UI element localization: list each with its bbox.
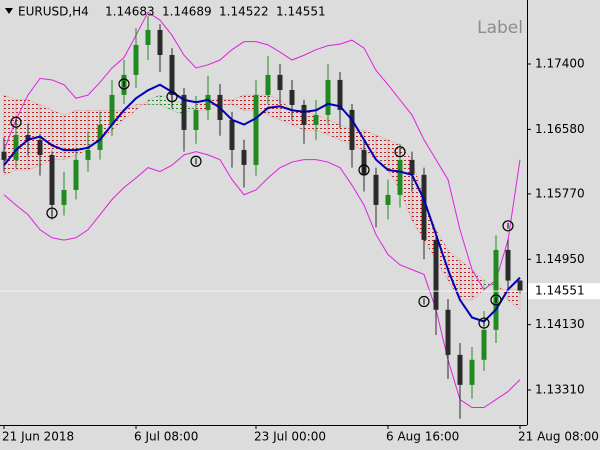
header-open: 1.14683 [105, 5, 155, 19]
candle-body [457, 354, 463, 385]
price-tag-label: 1.14551 [535, 284, 585, 298]
fractal-marker [394, 146, 406, 158]
fractal-marker [358, 164, 370, 176]
fractal-marker [118, 78, 130, 90]
candle-body [169, 54, 175, 95]
plot-area [0, 11, 527, 419]
candle-body [445, 309, 451, 355]
fractal-marker [10, 116, 22, 128]
candle-body [505, 249, 511, 281]
candle-body [265, 74, 271, 95]
header-low: 1.14522 [219, 5, 269, 19]
candle-body [253, 94, 259, 165]
candle-body [325, 79, 331, 115]
candle-body [241, 149, 247, 165]
price-tag [528, 283, 600, 300]
candle-body [397, 159, 403, 195]
candle-body [373, 174, 379, 205]
y-tick-label: 1.17400 [535, 57, 585, 71]
candle-body [361, 149, 367, 175]
candle-body [157, 29, 163, 55]
candle-body [193, 109, 199, 130]
candle-body [61, 189, 67, 205]
menu-arrow[interactable] [5, 8, 13, 14]
candle-body [469, 359, 475, 385]
y-tick-label: 1.14950 [535, 252, 585, 266]
candle-body [481, 329, 487, 360]
candle-body [85, 149, 91, 160]
candle-body [109, 94, 115, 125]
y-tick-label: 1.14130 [535, 317, 585, 331]
candle-body [409, 159, 415, 175]
fractal-marker [478, 317, 490, 329]
fractal-marker [190, 155, 202, 167]
candle-body [49, 154, 55, 205]
candle-body [1, 151, 7, 160]
fractal-marker [502, 220, 514, 232]
y-tick-label: 1.15770 [535, 186, 585, 200]
x-tick-label: 21 Aug 08:00 [518, 430, 599, 444]
y-tick-label: 1.13310 [535, 383, 585, 397]
candle-body [349, 109, 355, 150]
candle-body [13, 134, 19, 160]
header-close: 1.14551 [276, 5, 326, 19]
candle-body [145, 29, 151, 45]
candle-body [301, 104, 307, 125]
candle-body [421, 174, 427, 240]
candle-body [73, 159, 79, 190]
candle-body [517, 280, 523, 292]
candle-body [205, 94, 211, 110]
fractal-marker [490, 294, 502, 306]
candle-body [289, 89, 295, 105]
candle-body [337, 79, 343, 110]
x-tick-label: 21 Jun 2018 [2, 430, 74, 444]
y-tick-label: 1.16580 [535, 122, 585, 136]
candle-body [37, 139, 43, 155]
candle-body [25, 134, 31, 140]
candle-body [97, 124, 103, 150]
x-tick-label: 23 Jul 00:00 [254, 430, 326, 444]
moving-average [3, 83, 521, 323]
candle-body [133, 44, 139, 75]
candle-body [277, 74, 283, 90]
cloud-segment [63, 110, 77, 160]
candle-body [229, 119, 235, 150]
fractal-marker [166, 91, 178, 103]
fractal-marker [46, 207, 58, 219]
x-tick-label: 6 Jul 08:00 [134, 430, 198, 444]
candle-body [181, 94, 187, 130]
x-tick-label: 6 Aug 16:00 [386, 430, 459, 444]
header-high: 1.14689 [162, 5, 212, 19]
label: Label [477, 18, 523, 38]
candle-body [385, 194, 391, 205]
candle-body [313, 114, 319, 125]
fractal-marker [418, 295, 430, 308]
symbol: EURUSD,H4 [18, 5, 89, 19]
band-upper [3, 11, 521, 291]
cloud-segment [51, 110, 65, 160]
candle-body [433, 239, 439, 310]
candle-body [493, 249, 499, 330]
